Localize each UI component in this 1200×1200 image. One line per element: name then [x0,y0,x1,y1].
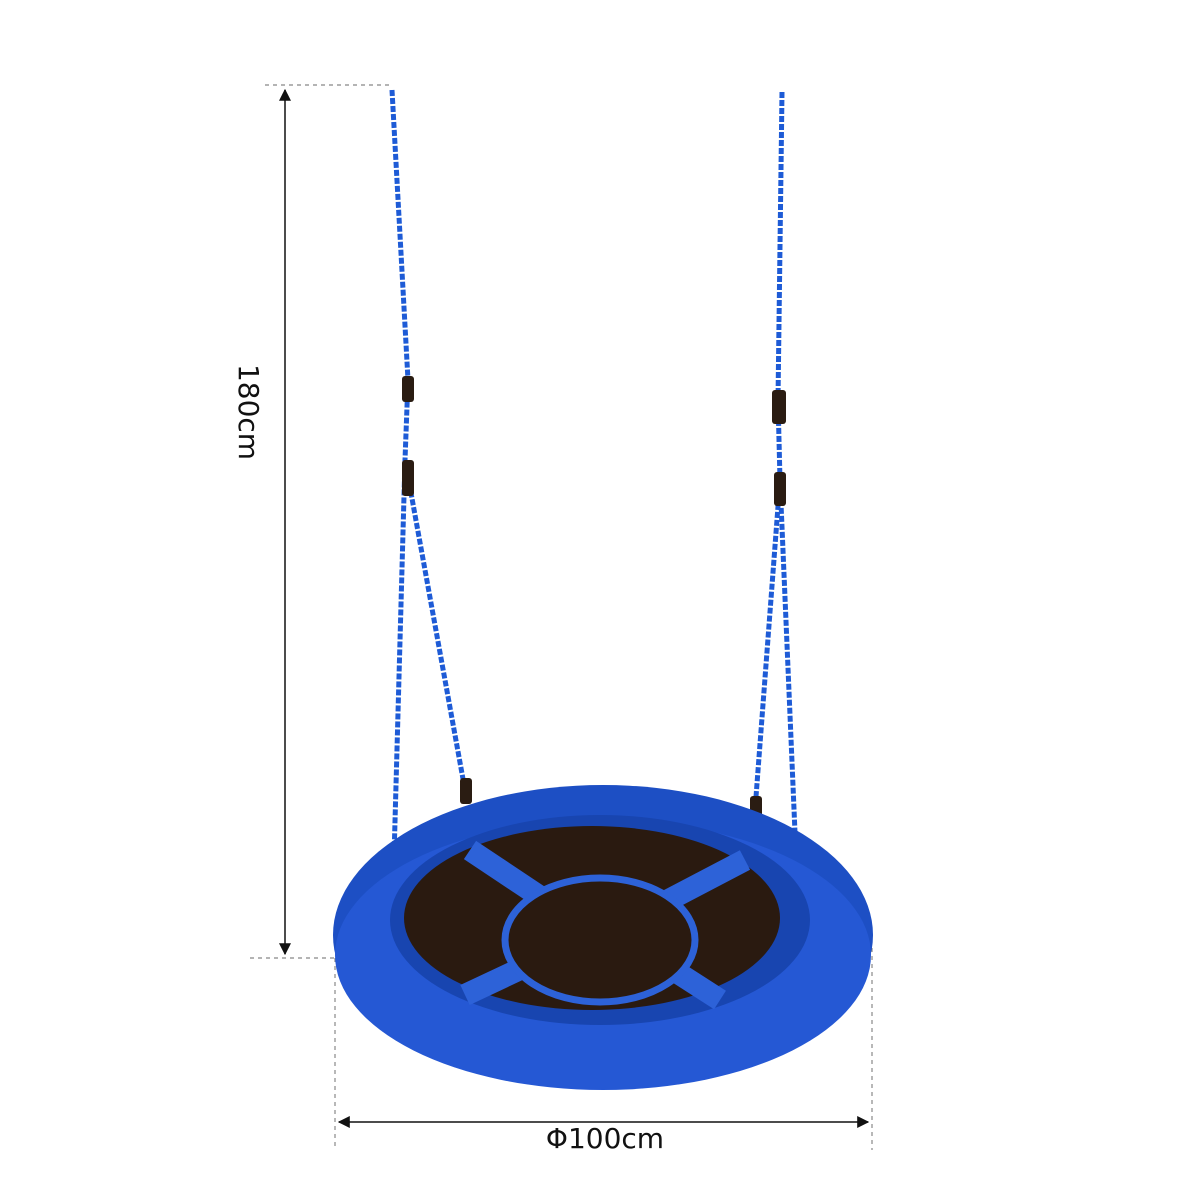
dimension-lines [250,84,873,1150]
swing [333,89,873,1090]
height-label: 180cm [232,364,265,460]
diameter-label: Φ100cm [546,1122,664,1155]
